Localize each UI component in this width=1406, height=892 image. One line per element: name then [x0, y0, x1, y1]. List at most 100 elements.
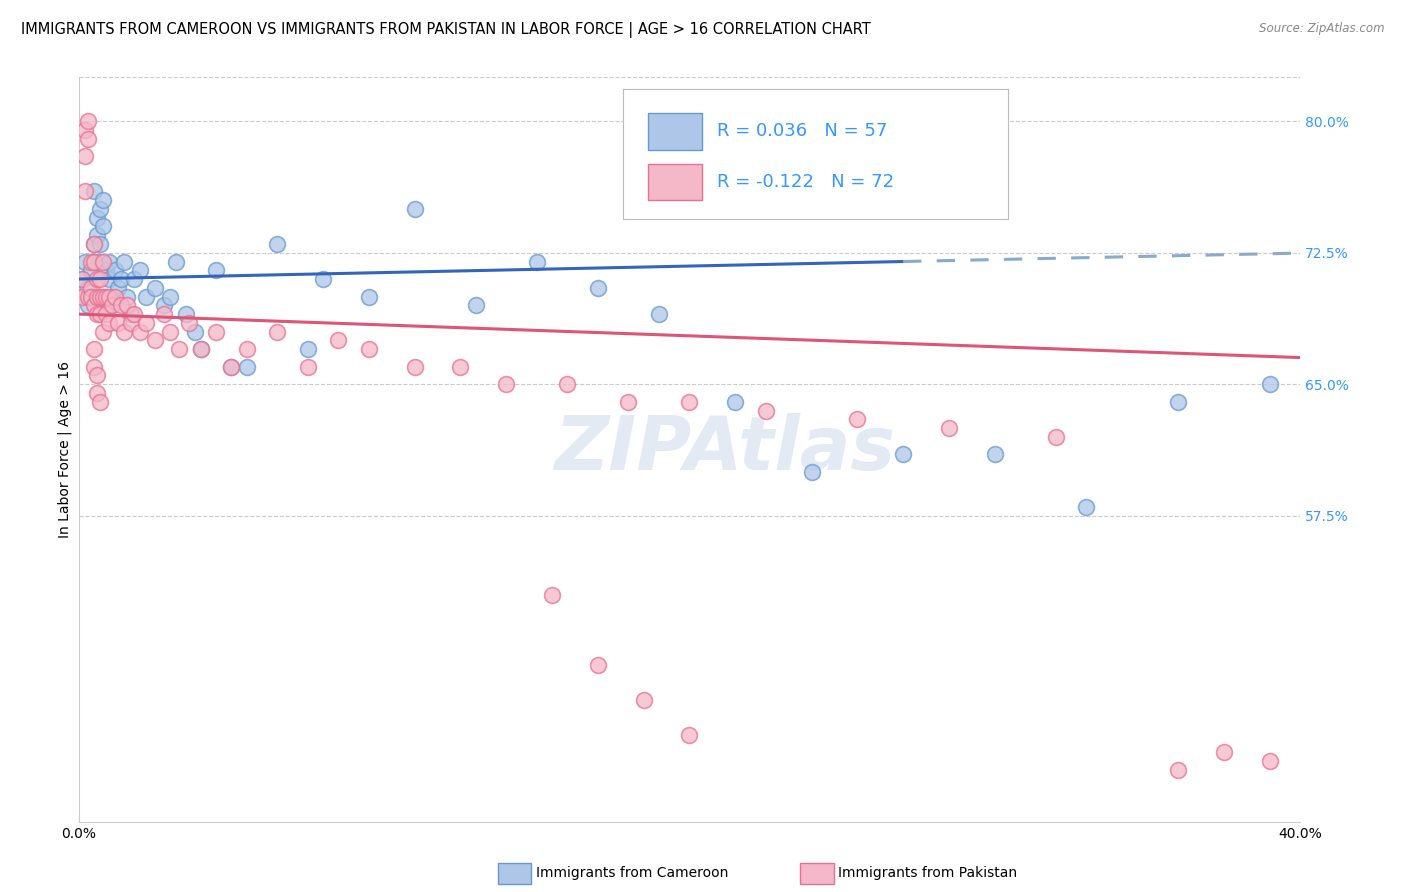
Point: [1258, 754, 1281, 768]
Point: [159, 325, 181, 339]
Point: [891, 447, 914, 461]
Point: [76, 114, 98, 128]
Point: [80, 289, 103, 303]
Point: [110, 272, 132, 286]
Text: Source: ZipAtlas.com: Source: ZipAtlas.com: [1260, 22, 1385, 36]
Point: [94, 289, 117, 303]
Point: [83, 254, 105, 268]
Point: [107, 281, 129, 295]
Point: [938, 421, 960, 435]
Point: [94, 289, 117, 303]
Point: [73, 149, 96, 163]
Point: [91, 325, 114, 339]
Point: [983, 447, 1005, 461]
Point: [169, 342, 191, 356]
Point: [80, 281, 103, 295]
Point: [205, 325, 228, 339]
Point: [678, 394, 700, 409]
Point: [112, 325, 135, 339]
Point: [404, 359, 426, 374]
Point: [678, 728, 700, 742]
Point: [70, 289, 93, 303]
Point: [98, 272, 121, 286]
Point: [357, 342, 380, 356]
Point: [98, 316, 121, 330]
Point: [98, 254, 121, 268]
Point: [153, 298, 176, 312]
Point: [91, 193, 114, 207]
Point: [297, 359, 319, 374]
Point: [328, 334, 350, 348]
Point: [404, 202, 426, 216]
Point: [122, 307, 145, 321]
Point: [205, 263, 228, 277]
Point: [495, 377, 517, 392]
Point: [86, 289, 108, 303]
Point: [98, 289, 121, 303]
Point: [89, 254, 111, 268]
Point: [120, 307, 142, 321]
Point: [183, 325, 205, 339]
Point: [541, 588, 564, 602]
Point: [83, 237, 105, 252]
Point: [73, 185, 96, 199]
Point: [449, 359, 471, 374]
Point: [153, 307, 176, 321]
Point: [91, 254, 114, 268]
Point: [190, 342, 212, 356]
Text: R = -0.122   N = 72: R = -0.122 N = 72: [717, 173, 894, 191]
Text: R = 0.036   N = 57: R = 0.036 N = 57: [717, 122, 887, 140]
Point: [633, 692, 655, 706]
Point: [135, 316, 157, 330]
Point: [110, 298, 132, 312]
Point: [128, 325, 150, 339]
Point: [464, 298, 486, 312]
Point: [83, 185, 105, 199]
Point: [221, 359, 243, 374]
Point: [266, 325, 288, 339]
Point: [117, 298, 139, 312]
Point: [91, 289, 114, 303]
Point: [80, 263, 103, 277]
Point: [724, 394, 747, 409]
Point: [297, 342, 319, 356]
Point: [89, 394, 111, 409]
Point: [89, 289, 111, 303]
Point: [86, 228, 108, 243]
Point: [1076, 500, 1098, 514]
Point: [101, 298, 124, 312]
Point: [235, 342, 257, 356]
FancyBboxPatch shape: [648, 113, 702, 150]
Point: [165, 254, 187, 268]
Point: [76, 281, 98, 295]
Point: [73, 254, 96, 268]
Point: [89, 307, 111, 321]
Point: [107, 316, 129, 330]
Point: [555, 377, 578, 392]
Point: [135, 289, 157, 303]
Y-axis label: In Labor Force | Age > 16: In Labor Force | Age > 16: [58, 361, 72, 539]
Point: [357, 289, 380, 303]
Point: [80, 254, 103, 268]
FancyBboxPatch shape: [623, 88, 1008, 219]
Point: [83, 254, 105, 268]
Point: [235, 359, 257, 374]
Point: [143, 334, 166, 348]
Point: [86, 368, 108, 383]
Point: [94, 263, 117, 277]
Point: [1258, 377, 1281, 392]
Point: [159, 289, 181, 303]
FancyBboxPatch shape: [648, 164, 702, 201]
Point: [76, 289, 98, 303]
Point: [128, 263, 150, 277]
Point: [1045, 430, 1067, 444]
Point: [120, 316, 142, 330]
Point: [648, 307, 671, 321]
Point: [73, 123, 96, 137]
Point: [800, 465, 823, 479]
Point: [177, 316, 200, 330]
Point: [526, 254, 548, 268]
Point: [101, 289, 124, 303]
Point: [312, 272, 335, 286]
Point: [1212, 745, 1234, 759]
